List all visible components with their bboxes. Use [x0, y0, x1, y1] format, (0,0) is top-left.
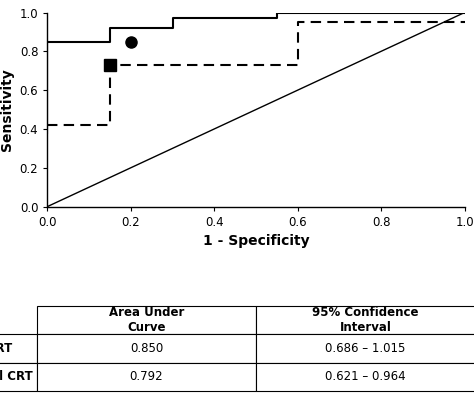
X-axis label: 1 - Specificity: 1 - Specificity	[203, 234, 309, 248]
Y-axis label: Sensitivity: Sensitivity	[0, 68, 14, 151]
